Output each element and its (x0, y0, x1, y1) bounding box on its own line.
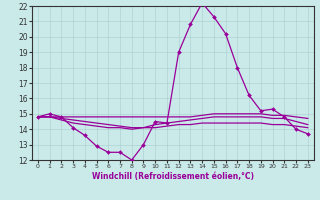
X-axis label: Windchill (Refroidissement éolien,°C): Windchill (Refroidissement éolien,°C) (92, 172, 254, 181)
